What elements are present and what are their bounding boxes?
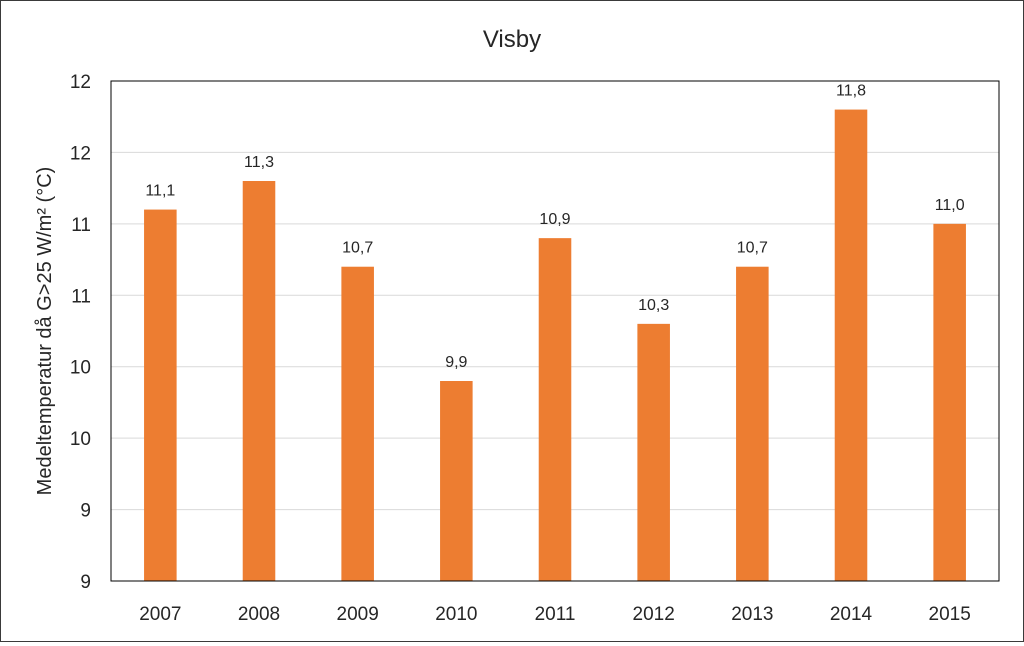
bar-2009 — [341, 266, 374, 581]
bar-2008 — [242, 181, 276, 581]
y-tick-label: 9 — [80, 501, 91, 522]
y-tick-label: 11 — [71, 286, 91, 307]
data-label-2014: 11,8 — [836, 83, 866, 100]
x-tick-label-2009: 2009 — [337, 604, 379, 625]
x-tick-label-2012: 2012 — [633, 604, 675, 625]
bars — [144, 109, 966, 582]
plot-area-border — [110, 80, 1000, 582]
data-label-2008: 11,3 — [244, 154, 274, 171]
data-label-2015: 11,0 — [935, 197, 965, 214]
data-label-2010: 9,9 — [445, 354, 467, 371]
bar-2007 — [144, 209, 177, 582]
x-tick-label-2008: 2008 — [238, 604, 280, 625]
bar-2015 — [933, 223, 966, 581]
y-tick-label: 12 — [70, 72, 91, 93]
bar-2013 — [736, 266, 769, 581]
bar-2010 — [440, 381, 473, 581]
data-label-2009: 10,7 — [342, 240, 373, 257]
y-tick-label: 10 — [70, 429, 91, 450]
data-label-2007: 11,1 — [145, 183, 175, 200]
x-tick-label-2007: 2007 — [139, 604, 181, 625]
bar-2012 — [637, 323, 670, 581]
data-label-2011: 10,9 — [539, 211, 570, 228]
x-tick-label-2015: 2015 — [929, 604, 971, 625]
x-tick-label-2010: 2010 — [435, 604, 477, 625]
y-tick-label: 12 — [70, 143, 91, 164]
bar-2011 — [538, 238, 572, 581]
data-labels: 11,1 11,3 10,7 9,9 10,9 10,3 10,7 11,8 11,0 — [145, 83, 964, 371]
x-tick-label-2014: 2014 — [830, 604, 873, 625]
y-axis-label: Medeltemperatur då G>25 W/m² (°C) — [34, 167, 56, 496]
y-tick-label: 9 — [80, 572, 91, 593]
y-axis-ticks: 9 9 10 10 11 11 12 12 — [70, 72, 91, 593]
bar-2014 — [834, 109, 868, 582]
y-tick-label: 10 — [70, 358, 91, 379]
chart-title: Visby — [483, 26, 541, 53]
y-tick-label: 11 — [71, 215, 91, 236]
x-axis-ticks: 2007 2008 2009 2010 2011 2012 2013 2014 2015 — [139, 604, 971, 625]
x-tick-label-2013: 2013 — [731, 604, 773, 625]
data-label-2013: 10,7 — [737, 240, 768, 257]
data-label-2012: 10,3 — [638, 297, 669, 314]
x-tick-label-2011: 2011 — [535, 604, 576, 625]
